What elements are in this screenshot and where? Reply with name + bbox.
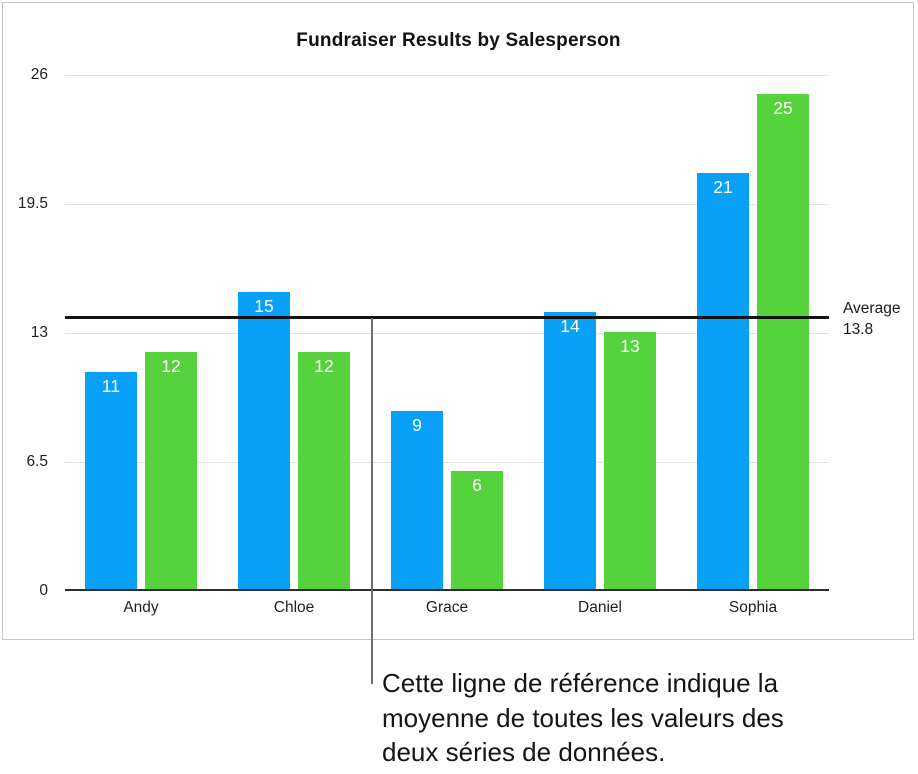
y-axis-tick-label: 19.5 bbox=[17, 195, 48, 212]
bar-value-label: 6 bbox=[472, 474, 482, 495]
bar-grace-series-2: 6 bbox=[451, 470, 503, 590]
average-reference-line bbox=[65, 315, 829, 319]
callout-line-2: moyenne de toutes les valeurs des bbox=[382, 702, 784, 733]
plot-area: 11 15 9 14 21 12 12 6 13 25 bbox=[65, 75, 829, 591]
bar-value-label: 25 bbox=[773, 97, 793, 118]
x-axis-category-label: Grace bbox=[425, 599, 469, 616]
average-line-label: Average 13.8 bbox=[843, 299, 900, 340]
bar-value-label: 21 bbox=[713, 177, 733, 198]
bar-daniel-series-2: 13 bbox=[604, 332, 656, 590]
bar-grace-series-1: 9 bbox=[391, 411, 443, 590]
x-axis-category-label: Andy bbox=[123, 599, 159, 616]
average-label-text: Average bbox=[843, 300, 901, 317]
bar-value-label: 15 bbox=[254, 296, 274, 317]
callout-line-1: Cette ligne de référence indique la bbox=[382, 668, 779, 698]
x-axis-category-label: Sophia bbox=[728, 599, 778, 616]
gridline bbox=[65, 333, 829, 334]
y-axis-tick-label: 6.5 bbox=[26, 453, 48, 470]
bar-andy-series-1: 11 bbox=[85, 371, 137, 590]
bar-value-label: 12 bbox=[314, 355, 334, 376]
callout-line-3: deux séries de données. bbox=[382, 737, 666, 767]
bar-value-label: 11 bbox=[101, 375, 121, 396]
x-axis-line bbox=[65, 589, 829, 591]
x-axis-category-label: Daniel bbox=[578, 599, 622, 616]
x-axis-category-label: Chloe bbox=[273, 599, 315, 616]
callout-connector-line bbox=[371, 318, 373, 684]
y-axis-tick-label: 0 bbox=[39, 582, 48, 599]
gridline bbox=[65, 204, 829, 205]
bar-daniel-series-1: 14 bbox=[544, 312, 596, 590]
average-value-text: 13.8 bbox=[843, 320, 874, 338]
y-axis-tick-label: 13 bbox=[30, 324, 48, 341]
bar-chloe-series-1: 15 bbox=[238, 292, 290, 590]
bar-andy-series-2: 12 bbox=[145, 351, 197, 590]
gridline bbox=[65, 75, 829, 76]
bar-value-label: 14 bbox=[560, 316, 580, 337]
callout-annotation: Cette ligne de référence indique la moye… bbox=[382, 666, 784, 770]
bar-value-label: 12 bbox=[161, 355, 181, 376]
bar-chloe-series-2: 12 bbox=[298, 351, 350, 590]
y-axis-tick-label: 26 bbox=[30, 66, 48, 83]
bar-value-label: 13 bbox=[620, 336, 640, 356]
chart-title: Fundraiser Results by Salesperson bbox=[296, 30, 621, 51]
bar-sophia-series-1: 21 bbox=[697, 173, 749, 590]
bar-value-label: 9 bbox=[412, 415, 422, 436]
bar-sophia-series-2: 25 bbox=[757, 93, 809, 590]
gridline bbox=[65, 462, 829, 463]
